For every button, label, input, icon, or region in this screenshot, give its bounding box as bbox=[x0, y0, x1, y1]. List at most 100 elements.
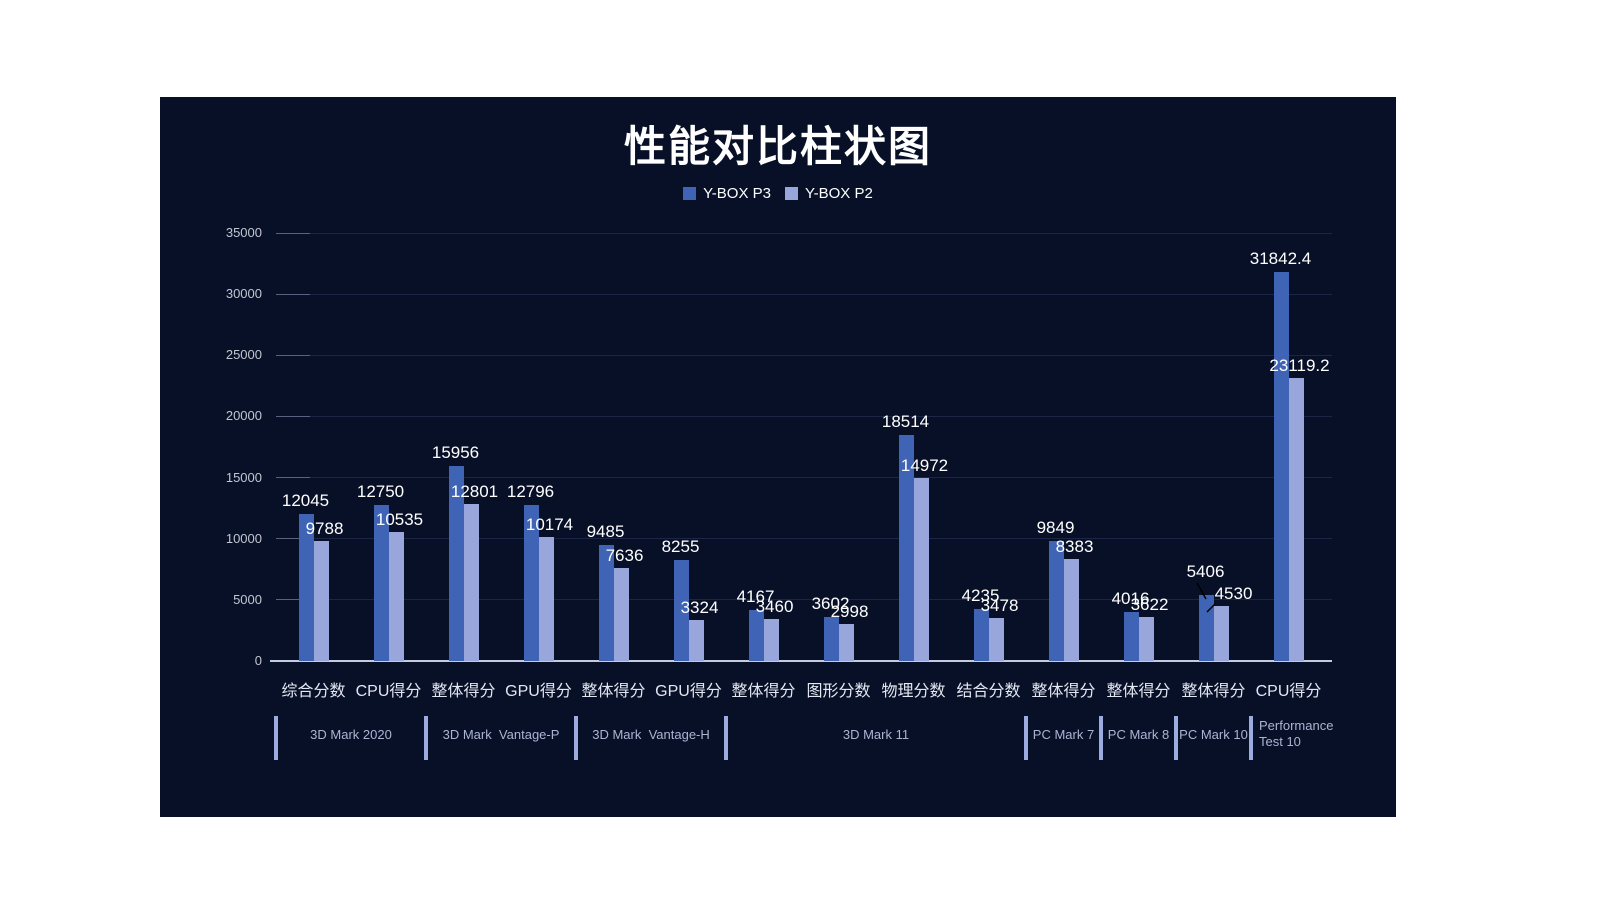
value-label-p2: 12801 bbox=[450, 482, 499, 502]
group-label: 3D Mark 11 bbox=[842, 727, 910, 742]
value-label-p3: 5406 bbox=[1186, 561, 1225, 581]
value-label-p2: 9788 bbox=[305, 519, 344, 539]
bar-p2 bbox=[763, 618, 779, 661]
bar-p2 bbox=[688, 620, 704, 661]
value-label-p2: 3324 bbox=[680, 598, 719, 618]
value-label-p2: 7636 bbox=[605, 545, 644, 565]
bar-p3 bbox=[748, 610, 764, 661]
group-divider bbox=[574, 716, 578, 760]
value-label-p3: 31842.4 bbox=[1249, 248, 1312, 268]
x-axis-line bbox=[270, 660, 1332, 662]
bar-p3 bbox=[298, 513, 314, 661]
axis-tick bbox=[276, 538, 310, 540]
bar-p3 bbox=[523, 504, 539, 661]
value-label-p2: 23119.2 bbox=[1269, 356, 1330, 376]
axis-tick bbox=[276, 293, 310, 295]
category-label: 综合分数 bbox=[281, 683, 346, 700]
grid-line bbox=[276, 415, 1332, 417]
group-divider bbox=[424, 716, 428, 760]
value-label-p3: 4016 bbox=[1111, 588, 1150, 608]
bar-p3 bbox=[1273, 271, 1289, 661]
category-label: 整体得分 bbox=[1031, 683, 1096, 700]
category-label: 整体得分 bbox=[731, 683, 796, 700]
group-label: 3D Mark Vantage-H bbox=[592, 727, 710, 742]
category-label: 整体得分 bbox=[1181, 683, 1246, 700]
category-label: 物理分数 bbox=[881, 683, 946, 700]
y-tick-label: 5000 bbox=[233, 591, 262, 607]
axis-tick bbox=[276, 354, 310, 356]
value-label-p3: 12796 bbox=[506, 481, 555, 501]
y-tick-label: 10000 bbox=[225, 530, 262, 546]
bar-p2 bbox=[913, 477, 929, 661]
legend-label-p3: Y-BOX P3 bbox=[703, 185, 771, 202]
bar-p2 bbox=[1138, 616, 1154, 661]
y-tick-label: 35000 bbox=[225, 225, 262, 240]
category-label: GPU得分 bbox=[505, 683, 572, 700]
bar-p3 bbox=[598, 545, 614, 661]
grid-line bbox=[276, 232, 1332, 234]
group-label: 3D Mark 2020 bbox=[310, 727, 392, 742]
bar-p2 bbox=[1213, 605, 1229, 661]
bar-p2 bbox=[988, 618, 1004, 661]
chart-title: 性能对比柱状图 bbox=[623, 123, 932, 170]
axis-tick bbox=[276, 415, 310, 417]
legend-marker-p3-icon bbox=[683, 187, 697, 200]
y-tick-label: 25000 bbox=[225, 347, 262, 363]
chart-panel: 性能对比柱状图 Y-BOX P3 Y-BOX P2 0 5000 10000 1500… bbox=[160, 97, 1396, 817]
bar-p3 bbox=[373, 505, 389, 661]
group-divider bbox=[1249, 716, 1253, 760]
category-label: 结合分数 bbox=[956, 683, 1021, 700]
value-label-p3: 4167 bbox=[736, 587, 775, 607]
legend-item-ybox-p2[interactable]: Y-BOX P2 bbox=[785, 185, 873, 202]
grid-line bbox=[276, 354, 1332, 356]
bar-p3 bbox=[973, 609, 989, 661]
value-label-p3: 8255 bbox=[661, 537, 700, 557]
group-label: PC Mark 10 bbox=[1179, 727, 1248, 742]
bar-p3 bbox=[673, 560, 689, 661]
category-label: 整体得分 bbox=[581, 683, 646, 700]
category-label: CPU得分 bbox=[1255, 683, 1322, 700]
y-tick-label: 30000 bbox=[225, 286, 262, 302]
grid-line bbox=[276, 538, 1332, 540]
category-label: CPU得分 bbox=[355, 683, 422, 700]
grid-line bbox=[276, 477, 1332, 479]
y-tick-label: 15000 bbox=[225, 469, 262, 485]
value-label-p2: 3478 bbox=[980, 596, 1019, 616]
axis-tick bbox=[276, 599, 310, 601]
value-label-p2: 10535 bbox=[375, 510, 424, 530]
legend-marker-p2-icon bbox=[785, 187, 798, 200]
group-divider bbox=[1174, 716, 1178, 760]
bar-p2 bbox=[313, 541, 329, 661]
group-divider bbox=[274, 716, 278, 760]
category-label: 整体得分 bbox=[431, 683, 496, 700]
bar-p3 bbox=[448, 465, 464, 661]
legend-item-ybox-p3[interactable]: Y-BOX P3 bbox=[683, 185, 771, 202]
leader-lines-svg bbox=[1196, 582, 1216, 613]
legend: Y-BOX P3 Y-BOX P2 bbox=[160, 185, 1396, 202]
group-label: PC Mark 7 bbox=[1032, 727, 1095, 742]
bar-p3 bbox=[1123, 611, 1139, 661]
bar-p2 bbox=[838, 624, 854, 661]
plot-area: 0 5000 10000 15000 20000 25000 30000 35000 12045… bbox=[226, 225, 1333, 760]
category-label: 整体得分 bbox=[1106, 683, 1171, 700]
bar-p2 bbox=[463, 504, 479, 661]
value-label-p2: 8383 bbox=[1055, 536, 1094, 556]
bar-p3 bbox=[823, 616, 839, 661]
y-tick-label: 0 bbox=[254, 653, 262, 668]
group-label: Performance bbox=[1259, 718, 1334, 733]
value-label-p3: 3602 bbox=[811, 593, 850, 613]
group-divider bbox=[1024, 716, 1028, 760]
value-label-p2: 3460 bbox=[755, 596, 794, 616]
bar-p2 bbox=[1063, 558, 1079, 661]
value-label-p2: 4530 bbox=[1214, 583, 1253, 603]
grid-line bbox=[276, 599, 1332, 601]
category-label: GPU得分 bbox=[655, 683, 722, 700]
group-label: Test 10 bbox=[1259, 734, 1301, 749]
value-label-p2: 3622 bbox=[1130, 594, 1169, 614]
value-label-p2: 10174 bbox=[525, 514, 574, 534]
value-label-p3: 4235 bbox=[961, 586, 1000, 606]
value-label-p2: 14972 bbox=[900, 455, 949, 475]
bar-p2 bbox=[388, 532, 404, 661]
bar-p3 bbox=[898, 434, 914, 661]
axis-tick bbox=[276, 477, 310, 479]
